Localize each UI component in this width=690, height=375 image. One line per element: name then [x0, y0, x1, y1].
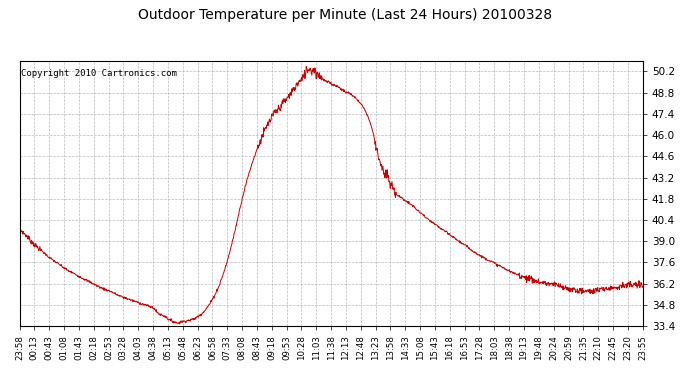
- Text: Outdoor Temperature per Minute (Last 24 Hours) 20100328: Outdoor Temperature per Minute (Last 24 …: [138, 8, 552, 21]
- Text: Copyright 2010 Cartronics.com: Copyright 2010 Cartronics.com: [21, 69, 177, 78]
